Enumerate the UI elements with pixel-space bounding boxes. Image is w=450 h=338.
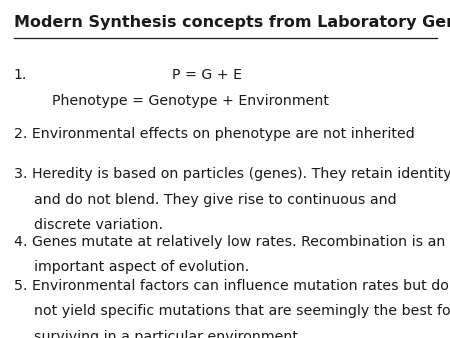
Text: 2. Environmental effects on phenotype are not inherited: 2. Environmental effects on phenotype ar… <box>14 127 414 141</box>
Text: 3. Heredity is based on particles (genes). They retain identity: 3. Heredity is based on particles (genes… <box>14 167 450 181</box>
Text: and do not blend. They give rise to continuous and: and do not blend. They give rise to cont… <box>34 193 396 207</box>
Text: 4. Genes mutate at relatively low rates. Recombination is an: 4. Genes mutate at relatively low rates.… <box>14 235 445 249</box>
Text: surviving in a particular environment.: surviving in a particular environment. <box>34 330 302 338</box>
Text: not yield specific mutations that are seemingly the best for: not yield specific mutations that are se… <box>34 304 450 318</box>
Text: 1.: 1. <box>14 68 27 81</box>
Text: Phenotype = Genotype + Environment: Phenotype = Genotype + Environment <box>52 94 329 108</box>
Text: discrete variation.: discrete variation. <box>34 218 163 232</box>
Text: Modern Synthesis concepts from Laboratory Genetics: Modern Synthesis concepts from Laborator… <box>14 15 450 30</box>
Text: 5. Environmental factors can influence mutation rates but do: 5. Environmental factors can influence m… <box>14 279 448 293</box>
Text: important aspect of evolution.: important aspect of evolution. <box>34 260 249 274</box>
Text: P = G + E: P = G + E <box>172 68 242 81</box>
